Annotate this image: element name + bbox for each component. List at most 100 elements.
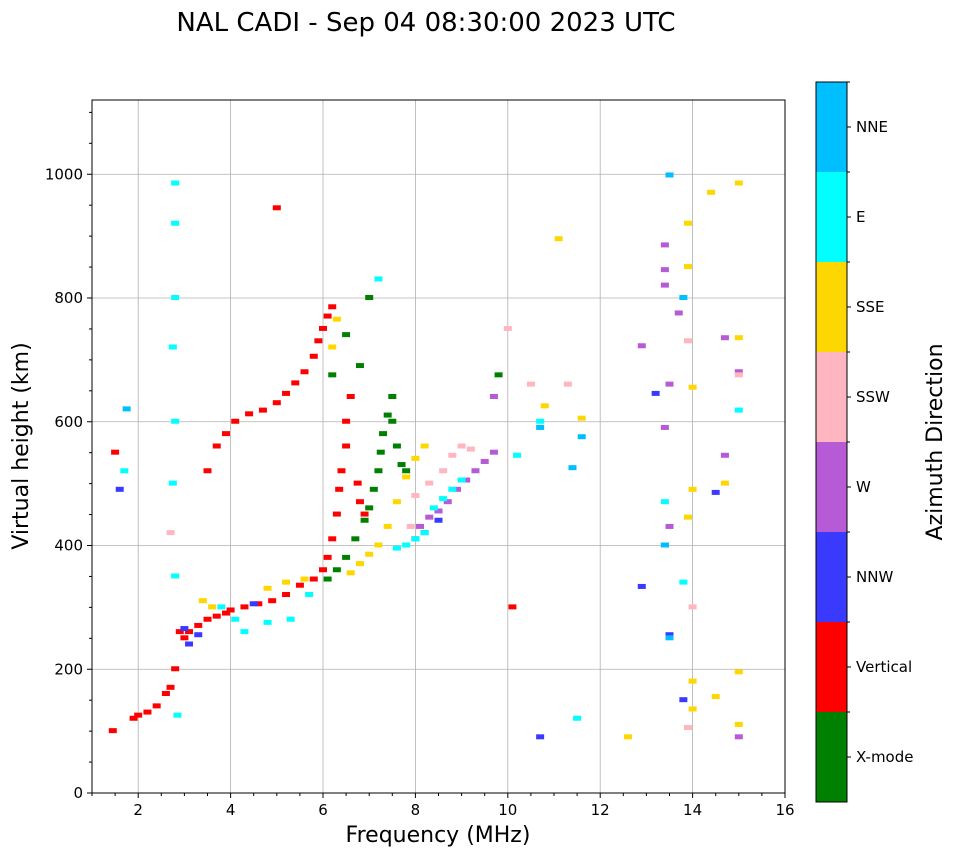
- echo-point: [323, 576, 332, 582]
- echo-point: [536, 424, 545, 430]
- echo-point: [305, 592, 314, 597]
- x-tick-label: 8: [411, 801, 421, 819]
- echo-point: [328, 344, 337, 350]
- echo-point: [660, 282, 669, 288]
- echo-point: [688, 706, 697, 712]
- colorbar-segment: [816, 172, 847, 262]
- colorbar-segment: [816, 442, 847, 532]
- y-tick-label: 200: [54, 660, 83, 678]
- echo-point: [443, 499, 452, 505]
- echo-point: [429, 505, 438, 511]
- echo-point: [536, 734, 545, 740]
- echo-point: [185, 629, 194, 635]
- echo-point: [335, 486, 344, 492]
- echo-point: [563, 381, 572, 387]
- echo-point: [402, 468, 411, 474]
- echo-point: [406, 523, 415, 529]
- y-tick-label: 400: [54, 537, 83, 555]
- echo-point: [392, 545, 401, 551]
- colorbar-segment: [816, 352, 847, 442]
- echo-point: [402, 474, 411, 480]
- echo-point: [452, 486, 461, 492]
- colorbar-segment: [816, 532, 847, 622]
- echo-point: [342, 332, 351, 338]
- echo-point: [342, 443, 351, 449]
- echo-point: [323, 554, 332, 560]
- echo-point: [161, 691, 170, 696]
- echo-point: [683, 338, 692, 344]
- echo-point: [448, 452, 457, 458]
- echo-point: [471, 468, 480, 474]
- echo-point: [660, 542, 669, 548]
- echo-point: [388, 394, 397, 399]
- colorbar-label: Vertical: [856, 658, 912, 676]
- plot-frame: [91, 99, 786, 794]
- echo-point: [688, 384, 697, 390]
- echo-point: [623, 734, 632, 740]
- echo-point: [166, 684, 175, 690]
- echo-point: [272, 400, 281, 406]
- echo-point: [508, 604, 517, 610]
- echo-point: [319, 325, 327, 331]
- echo-point: [374, 276, 383, 282]
- echo-point: [272, 205, 281, 211]
- echo-point: [734, 669, 743, 675]
- echo-point: [679, 697, 688, 703]
- echo-point: [434, 517, 443, 523]
- echo-point: [448, 486, 457, 492]
- x-tick-label: 2: [133, 801, 143, 819]
- echo-point: [688, 604, 697, 610]
- echo-point: [194, 622, 203, 628]
- y-tick-label: 1000: [45, 165, 83, 183]
- echo-point: [323, 313, 332, 319]
- echo-point: [397, 462, 406, 468]
- echo-point: [660, 267, 669, 273]
- echo-point: [152, 703, 161, 709]
- echo-point: [711, 694, 720, 700]
- grid-lines: [92, 100, 786, 794]
- y-tick-label: 600: [54, 413, 83, 431]
- echo-point: [489, 449, 498, 455]
- echo-point: [665, 635, 674, 641]
- echo-point: [353, 480, 362, 486]
- y-axis-label: Virtual height (km): [9, 342, 34, 549]
- echo-point: [402, 542, 411, 548]
- echo-point: [734, 407, 743, 413]
- echo-point: [466, 446, 475, 452]
- echo-point: [679, 579, 688, 585]
- echo-point: [332, 316, 341, 322]
- colorbar-label: NNW: [856, 568, 893, 586]
- echo-point: [734, 335, 743, 341]
- colorbar-label: SSE: [856, 298, 885, 316]
- echo-point: [392, 499, 401, 505]
- echo-point: [263, 619, 272, 625]
- echo-point: [577, 415, 586, 421]
- echo-point: [122, 406, 131, 412]
- colorbar-label: E: [856, 208, 865, 226]
- echo-point: [282, 592, 291, 597]
- echo-point: [720, 335, 729, 341]
- echo-point: [683, 514, 692, 520]
- echo-point: [346, 570, 355, 576]
- echo-point: [171, 180, 180, 186]
- echo-point: [108, 728, 117, 734]
- echo-point: [185, 641, 194, 647]
- echo-point: [439, 468, 448, 474]
- echo-point: [379, 431, 388, 437]
- echo-point: [254, 601, 263, 607]
- echo-point: [180, 635, 189, 641]
- echo-point: [355, 561, 364, 567]
- echo-point: [328, 536, 337, 542]
- echo-point: [171, 220, 180, 226]
- echo-point: [120, 468, 129, 474]
- echo-point: [328, 304, 337, 310]
- echo-point: [554, 236, 563, 242]
- echo-point: [263, 585, 272, 591]
- echo-point: [536, 418, 545, 424]
- echo-point: [221, 431, 230, 437]
- echo-point: [282, 390, 291, 396]
- echo-point: [688, 486, 697, 492]
- echo-point: [203, 468, 212, 474]
- echo-point: [660, 499, 669, 505]
